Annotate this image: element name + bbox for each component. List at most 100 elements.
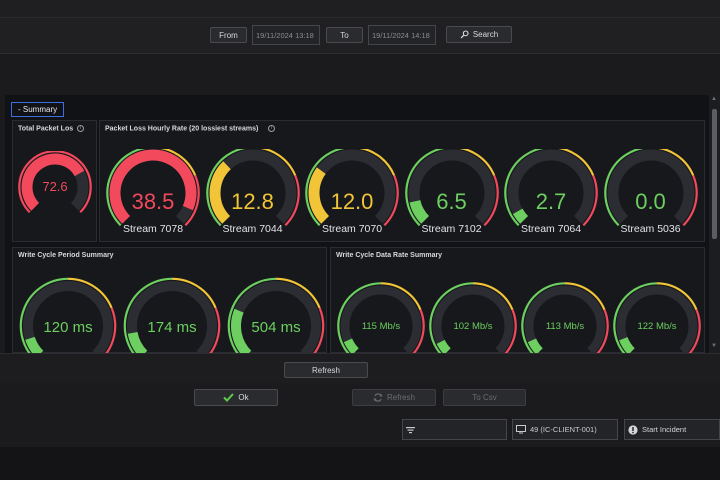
info-icon[interactable]: i — [77, 125, 85, 132]
gauge-value: 122 Mb/s — [637, 321, 677, 332]
gauge-track — [127, 281, 217, 354]
top-strip — [0, 0, 720, 18]
from-date-field[interactable]: 19/11/2024 13:18 — [252, 25, 320, 45]
scroll-down-icon[interactable]: ▼ — [711, 343, 717, 349]
period-gauge: 120 ms — [19, 276, 117, 354]
data-rate-gauge: 122 Mb/s — [613, 278, 701, 354]
filter-dropdown[interactable] — [402, 419, 507, 440]
stream-gauge: 12.8 Stream 7044 — [205, 149, 301, 241]
gauge-arc — [603, 149, 698, 227]
gauge-value: 12.0 — [330, 189, 374, 214]
gauge-arc — [19, 277, 117, 354]
gauge-arc — [404, 149, 499, 227]
threshold-band — [275, 277, 321, 309]
toolbar-spacer — [0, 54, 720, 95]
from-date-value: 19/11/2024 13:18 — [256, 30, 314, 40]
panel-title-text: Total Packet Los — [18, 125, 74, 133]
gauge-value-arc — [308, 167, 330, 224]
info-icon[interactable]: i — [268, 125, 276, 132]
gauge-value: 113 Mb/s — [545, 321, 585, 332]
refresh-panel-button[interactable]: Refresh — [284, 362, 368, 378]
ok-button[interactable]: Ok — [194, 389, 278, 406]
threshold-band — [208, 307, 221, 354]
gauge-value: 38.5 — [131, 189, 175, 214]
scrollbar-thumb[interactable] — [712, 109, 717, 239]
summary-label: - Summary — [18, 105, 58, 114]
threshold-band — [259, 149, 296, 176]
threshold-band — [613, 282, 658, 354]
gauge-arc — [227, 277, 325, 354]
gauge-value: 6.5 — [436, 189, 467, 214]
threshold-band — [67, 277, 113, 309]
threshold-band — [411, 309, 425, 354]
search-icon — [460, 30, 469, 39]
threshold-band — [595, 309, 609, 354]
threshold-band — [603, 149, 644, 227]
gauge-track — [432, 285, 514, 354]
from-label: From — [219, 30, 238, 40]
threshold-band — [503, 309, 517, 354]
gauge-total-packet-loss: 72.6 — [18, 151, 92, 221]
gauge-arc — [337, 282, 425, 354]
gauge-track — [524, 285, 606, 354]
status-bar: 49 (IC-CLIENT-001) Start Incident — [0, 413, 720, 447]
data-rate-gauge: 113 Mb/s — [521, 278, 609, 354]
search-button[interactable]: Search — [446, 26, 512, 43]
threshold-band — [472, 282, 514, 311]
gauge-value: 102 Mb/s — [453, 321, 493, 332]
to-csv-label: To Csv — [472, 393, 497, 402]
threshold-band — [104, 307, 117, 354]
period-gauge: 174 ms — [123, 276, 221, 354]
gauge-value: 115 Mb/s — [361, 321, 401, 332]
gauge-arc — [18, 151, 92, 214]
threshold-band — [557, 149, 595, 176]
threshold-band — [383, 175, 399, 227]
monitor-icon — [516, 425, 526, 434]
gauge-value-arc — [109, 149, 197, 224]
threshold-band — [312, 307, 325, 354]
data-rate-gauge: 115 Mb/s — [337, 278, 425, 354]
to-date-field[interactable]: 19/11/2024 14:18 — [368, 25, 436, 45]
to-date-value: 19/11/2024 14:18 — [372, 30, 430, 40]
threshold-band — [205, 149, 246, 227]
stream-label: Stream 7070 — [321, 223, 383, 235]
client-selector[interactable]: 49 (IC-CLIENT-001) — [512, 419, 618, 440]
start-incident-button[interactable]: Start Incident — [624, 419, 720, 440]
threshold-band — [227, 277, 277, 354]
threshold-band — [305, 149, 346, 227]
threshold-band — [123, 277, 173, 354]
threshold-band — [380, 282, 422, 311]
gauge-value: 12.8 — [231, 189, 274, 214]
panel-write-cycle-data-rate: Write Cycle Data Rate Summary 115 Mb/s 10… — [330, 247, 705, 354]
stream-label: Stream 7044 — [222, 223, 283, 235]
from-button[interactable]: From — [210, 27, 247, 43]
gauge-track — [507, 149, 595, 224]
stream-gauge: 0.0 Stream 5036 — [603, 149, 699, 241]
gauge-track — [607, 149, 694, 224]
stream-gauge: 38.5 Stream 7078 — [105, 149, 201, 241]
gauge-value: 72.6 — [42, 179, 68, 194]
gauge-value-arc — [209, 161, 231, 224]
gauge-arc — [123, 277, 221, 354]
gauge-value-arc — [512, 208, 529, 224]
threshold-band — [337, 282, 382, 354]
filter-bar: From 19/11/2024 13:18 To 19/11/2024 14:1… — [0, 18, 720, 54]
to-button[interactable]: To — [326, 27, 363, 43]
gauge-value: 120 ms — [43, 319, 93, 336]
scroll-up-icon[interactable]: ▲ — [711, 96, 717, 102]
panel-title-text: Write Cycle Period Summary — [18, 252, 114, 259]
gauge-track — [23, 281, 113, 354]
gauge-value-arc — [527, 338, 543, 354]
stream-label: Stream 5036 — [620, 223, 681, 235]
start-incident-label: Start Incident — [642, 425, 687, 434]
refresh-button[interactable]: Refresh — [352, 389, 436, 406]
to-csv-button[interactable]: To Csv — [443, 389, 526, 406]
dashboard-scrollbar[interactable]: ▲ ▼ — [709, 95, 720, 353]
summary-collapse-toggle[interactable]: - Summary — [11, 102, 65, 117]
footer — [0, 447, 720, 480]
threshold-band — [687, 309, 701, 354]
panel-title-text: Packet Loss Hourly Rate (20 lossiest str… — [105, 125, 259, 133]
stream-gauge: 12.0 Stream 7070 — [304, 149, 400, 241]
stream-gauge: 2.7 Stream 7064 — [503, 149, 599, 241]
gauge-value-arc — [343, 338, 359, 354]
